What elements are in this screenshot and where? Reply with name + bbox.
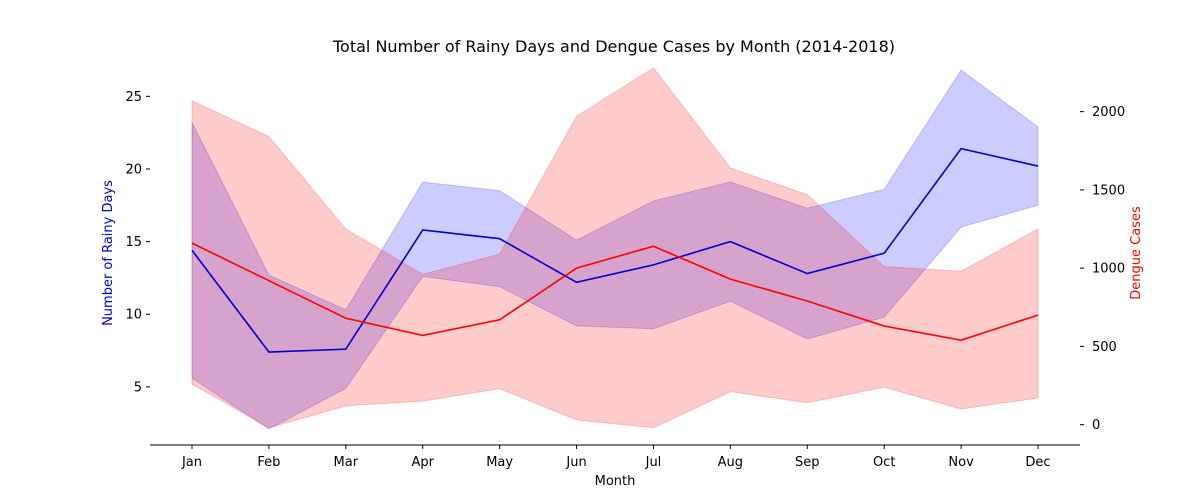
x-tick-label: Nov <box>948 455 974 470</box>
left-y-tick-label: 15 <box>125 235 142 250</box>
x-tick-label: Apr <box>411 455 434 470</box>
x-tick-label: Feb <box>257 455 280 470</box>
x-tick-label: Jul <box>645 455 662 470</box>
x-tick-label: Oct <box>873 455 895 470</box>
right-y-tick-label: 500 <box>1092 340 1117 355</box>
x-tick-label: Dec <box>1025 455 1050 470</box>
x-tick-label: Mar <box>334 455 359 470</box>
right-y-tick-label: 0 <box>1092 418 1100 433</box>
right-y-tick-label: 1000 <box>1092 262 1125 277</box>
x-tick-label: Jan <box>181 455 202 470</box>
left-y-tick-label: 20 <box>125 162 142 177</box>
x-tick-label: Sep <box>795 455 820 470</box>
dengue-cases-series-line <box>191 242 1039 341</box>
left-y-axis-label: Number of Rainy Days <box>101 180 116 326</box>
left-y-tick-label: 10 <box>125 308 142 323</box>
left-y-tick-label: 25 <box>125 90 142 105</box>
right-y-axis-label: Dengue Cases <box>1129 206 1144 300</box>
right-y-tick-label: 1500 <box>1092 183 1125 198</box>
left-y-tick-label: 5 <box>134 380 142 395</box>
x-tick-label: May <box>486 455 513 470</box>
x-axis-label: Month <box>595 474 636 489</box>
rainy-days-series-line <box>191 147 1039 353</box>
x-tick-label: Aug <box>718 455 743 470</box>
chart-title: Total Number of Rainy Days and Dengue Ca… <box>332 37 895 56</box>
right-y-tick-label: 2000 <box>1092 105 1125 120</box>
x-tick-label: Jun <box>565 455 586 470</box>
dengue-cases-range-band <box>191 67 1039 429</box>
rainy-days-range-band <box>191 69 1039 430</box>
